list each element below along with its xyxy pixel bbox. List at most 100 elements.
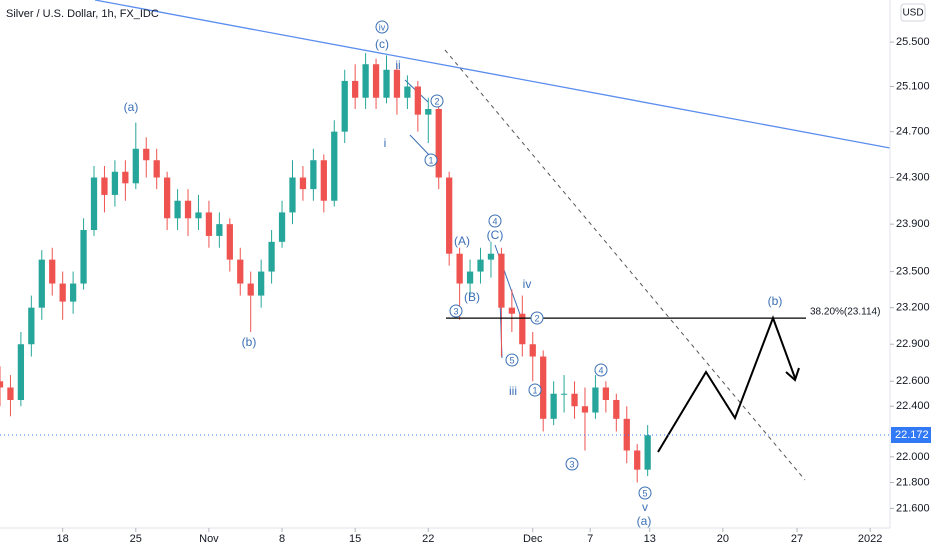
candle-body bbox=[101, 177, 108, 195]
candle-body bbox=[69, 283, 77, 302]
candle-body bbox=[216, 224, 223, 236]
wave-label: 1 bbox=[428, 155, 433, 165]
x-tick-label: 25 bbox=[130, 533, 142, 545]
candle-body bbox=[352, 80, 359, 98]
candle-body bbox=[205, 212, 213, 236]
candle-body bbox=[550, 393, 557, 419]
candle-body bbox=[247, 283, 254, 296]
y-tick-label: 25.500 bbox=[896, 36, 930, 48]
candle-body bbox=[164, 177, 171, 219]
wave-label: 4 bbox=[598, 365, 603, 375]
candle-body bbox=[153, 160, 160, 178]
y-tick-label: 22.900 bbox=[896, 338, 930, 350]
wave-circle bbox=[530, 311, 544, 325]
candle-body bbox=[28, 307, 35, 345]
y-tick-label: 24.700 bbox=[896, 126, 930, 138]
wave-circle bbox=[528, 383, 542, 397]
candle-body bbox=[132, 148, 139, 184]
candle-body bbox=[7, 387, 14, 400]
currency-box bbox=[900, 3, 926, 22]
wave-circle bbox=[375, 20, 389, 34]
candle-body bbox=[17, 344, 25, 400]
y-tick-label: 21.800 bbox=[896, 476, 930, 488]
candle-body bbox=[425, 108, 432, 115]
projection-path bbox=[657, 315, 796, 453]
candle-body bbox=[487, 253, 495, 260]
wave-label: 1 bbox=[532, 385, 537, 395]
candle-body bbox=[258, 271, 265, 296]
candle-body bbox=[80, 230, 87, 284]
wave-label: 5 bbox=[642, 488, 647, 498]
wave-label: 5 bbox=[509, 355, 514, 365]
candle-body bbox=[341, 80, 348, 132]
candle-body bbox=[498, 253, 505, 308]
x-tick-label: 2022 bbox=[858, 533, 882, 545]
x-tick-label: 8 bbox=[279, 533, 285, 545]
y-tick-label: 22.000 bbox=[896, 451, 930, 463]
candle-body bbox=[508, 307, 515, 314]
candle-body bbox=[195, 212, 202, 219]
wave-label: iii bbox=[509, 384, 517, 398]
candle-body bbox=[184, 200, 192, 219]
candle-body bbox=[278, 212, 286, 242]
y-tick-label: 23.500 bbox=[896, 265, 930, 277]
y-tick-label: 23.900 bbox=[896, 218, 930, 230]
candle-body bbox=[529, 344, 536, 357]
wave-label: 2 bbox=[434, 96, 439, 106]
wave-label: 4 bbox=[492, 216, 497, 226]
wave-circle bbox=[638, 486, 652, 500]
x-tick-label: 18 bbox=[57, 533, 69, 545]
candle-body bbox=[456, 253, 463, 284]
last-price-label: 22.172 bbox=[895, 429, 929, 441]
candle-body bbox=[393, 69, 401, 98]
wave-label: 3 bbox=[453, 306, 458, 316]
y-tick-label: 25.100 bbox=[896, 80, 930, 92]
chart-title: Silver / U.S. Dollar, 1h, FX_IDC bbox=[6, 8, 159, 20]
trend-line bbox=[94, 0, 891, 149]
y-tick-label: 22.600 bbox=[896, 375, 930, 387]
wave-circle bbox=[430, 94, 444, 108]
candle-body bbox=[90, 177, 98, 231]
wave-channel bbox=[409, 134, 432, 158]
x-tick-label: 22 bbox=[422, 533, 434, 545]
candle-body bbox=[560, 393, 568, 395]
candle-body bbox=[122, 171, 129, 184]
candle-body bbox=[519, 313, 526, 345]
candle-body bbox=[477, 259, 484, 272]
candle-body bbox=[111, 171, 119, 195]
candle-body bbox=[299, 177, 307, 190]
y-tick-label: 23.200 bbox=[896, 302, 930, 314]
candle-body bbox=[466, 271, 474, 284]
candle-body bbox=[613, 399, 620, 419]
candle-body bbox=[310, 160, 317, 190]
wave-label: iv bbox=[379, 22, 386, 32]
candle-body bbox=[383, 69, 390, 98]
candle-body bbox=[634, 450, 641, 470]
wave-label: (B) bbox=[464, 290, 480, 304]
x-tick-label: Nov bbox=[199, 533, 219, 545]
x-tick-label: 27 bbox=[791, 533, 803, 545]
candle-body bbox=[320, 160, 327, 201]
wave-label: (b) bbox=[768, 294, 783, 308]
dashed-trend-line bbox=[444, 49, 806, 481]
y-tick-label: 22.400 bbox=[896, 400, 930, 412]
last-price-box bbox=[891, 426, 931, 443]
wave-label: 3 bbox=[569, 459, 574, 469]
fib-level-label: 38.20%(23.114) bbox=[810, 307, 880, 318]
y-tick-label: 21.600 bbox=[896, 502, 930, 514]
currency-label: USD bbox=[902, 8, 923, 19]
wave-label: (b) bbox=[242, 335, 257, 349]
candle-body bbox=[59, 283, 66, 302]
candle-body bbox=[571, 393, 578, 407]
candle-body bbox=[581, 406, 589, 413]
candle-body bbox=[268, 241, 275, 272]
candle-body bbox=[623, 418, 630, 451]
wave-circle bbox=[565, 457, 579, 471]
x-tick-label: Dec bbox=[523, 533, 543, 545]
candle-body bbox=[372, 64, 380, 98]
candle-body bbox=[414, 86, 421, 115]
wave-circle bbox=[505, 353, 519, 367]
candle-body bbox=[237, 259, 244, 284]
wave-label: iv bbox=[523, 277, 532, 291]
